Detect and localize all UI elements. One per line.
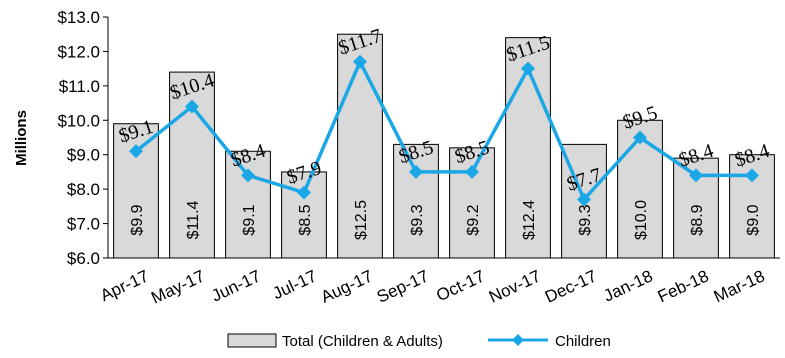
y-tick-label: $11.0	[59, 77, 100, 96]
legend-swatch-children-marker	[512, 334, 524, 346]
children-marker	[633, 130, 647, 145]
children-marker	[185, 99, 199, 114]
y-tick-label: $13.0	[57, 8, 100, 27]
x-tick-label: Sep-17	[374, 266, 432, 306]
children-marker	[689, 168, 703, 183]
legend-swatch-total	[227, 333, 277, 348]
children-marker	[409, 164, 423, 179]
legend: Total (Children & Adults) Children	[227, 333, 611, 350]
y-tick-label: $7.0	[67, 215, 100, 234]
bar-value-label: $9.0	[745, 204, 762, 235]
children-marker	[297, 185, 311, 200]
bar	[113, 123, 159, 259]
children-marker	[577, 192, 591, 207]
x-tick-label: Mar-18	[711, 266, 768, 306]
x-tick-label: Jul-17	[270, 266, 320, 303]
children-marker	[241, 168, 255, 183]
x-tick-label: Apr-17	[97, 266, 151, 305]
bar-value-label: $11.4	[185, 200, 202, 239]
children-marker	[521, 61, 535, 76]
bar	[393, 143, 439, 259]
y-tick-label: $9.0	[67, 146, 100, 165]
bar	[337, 33, 383, 259]
bar-value-label: $9.3	[577, 204, 594, 235]
bar-value-label: $9.3	[409, 204, 426, 235]
y-tick-label: $12.0	[57, 42, 100, 61]
children-marker	[465, 164, 479, 179]
bar-value-label: $9.9	[129, 204, 146, 235]
x-tick-label: May-17	[148, 266, 207, 307]
y-tick-label: $6.0	[67, 249, 100, 268]
children-marker	[745, 168, 759, 183]
bar-value-label: $12.4	[521, 200, 538, 240]
x-tick-label: Dec-17	[542, 266, 600, 306]
bar-value-label: $10.0	[633, 200, 650, 240]
x-tick-label: Jun-17	[209, 266, 264, 305]
bar-value-label: $8.5	[297, 204, 314, 235]
x-tick-label: Oct-17	[433, 266, 487, 305]
bar-value-label: $9.2	[465, 204, 482, 235]
bar	[449, 147, 495, 259]
x-tick-label: Nov-17	[486, 266, 544, 306]
y-tick-label: $10.0	[57, 111, 100, 130]
x-tick-label: Jan-18	[601, 266, 656, 305]
y-tick-label: $8.0	[67, 180, 100, 199]
children-line	[134, 60, 752, 202]
y-axis-title: Millions	[13, 110, 30, 166]
x-tick-label: Aug-17	[318, 266, 376, 306]
bar-value-label: $12.5	[353, 200, 370, 240]
x-tick-label: Feb-18	[655, 266, 712, 306]
bar-value-label: $9.1	[241, 204, 258, 235]
legend-label-total: Total (Children & Adults)	[282, 333, 443, 350]
children-marker	[129, 144, 143, 159]
children-marker	[353, 54, 367, 69]
bar-value-label: $8.9	[689, 204, 706, 235]
legend-label-children: Children	[555, 333, 611, 350]
